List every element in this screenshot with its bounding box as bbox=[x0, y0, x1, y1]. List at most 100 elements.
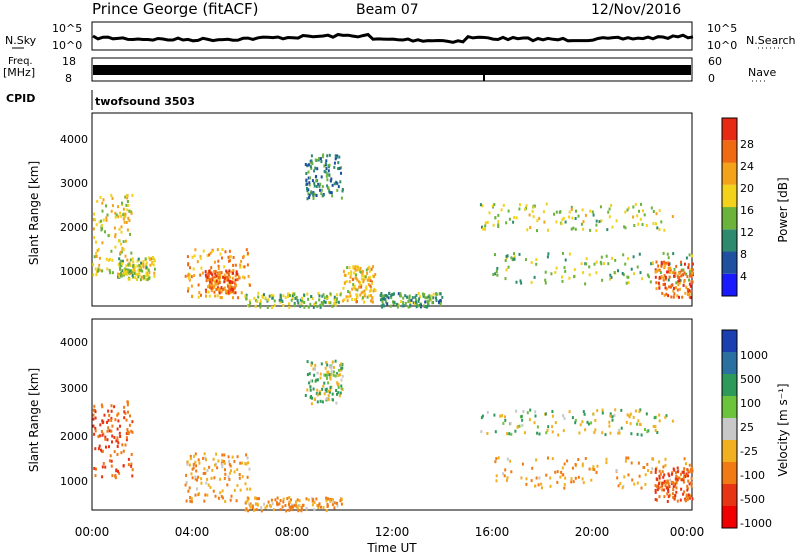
power-pixel bbox=[370, 267, 373, 271]
power-pixel bbox=[119, 211, 121, 215]
power-pixel bbox=[542, 210, 545, 214]
vel-pixel bbox=[103, 413, 106, 417]
power-data-layer bbox=[92, 153, 694, 309]
power-pixel bbox=[342, 299, 345, 303]
vel-pixel bbox=[324, 373, 327, 377]
power-pixel bbox=[654, 268, 657, 272]
nsearch-tick-high: 10^5 bbox=[707, 22, 737, 35]
power-pixel bbox=[352, 283, 355, 287]
power-pixel bbox=[593, 262, 596, 266]
power-pixel bbox=[227, 271, 229, 275]
power-pixel bbox=[213, 260, 216, 264]
vel-pixel bbox=[671, 492, 674, 496]
vel-pixel bbox=[636, 422, 638, 426]
power-pixel bbox=[599, 205, 602, 209]
xtick-12: 12:00 bbox=[375, 525, 410, 539]
vel-pixel bbox=[247, 497, 250, 501]
vel-pixel bbox=[107, 409, 110, 413]
power-pixel bbox=[120, 274, 123, 278]
power-pixel bbox=[641, 277, 643, 281]
vel-pixel bbox=[332, 498, 334, 502]
power-pixel bbox=[320, 175, 323, 179]
vel-pixel bbox=[228, 459, 231, 463]
vel-pixel bbox=[314, 367, 316, 371]
power-pixel bbox=[529, 226, 532, 229]
power-cbar-frame bbox=[721, 117, 738, 297]
power-pixel bbox=[636, 214, 639, 218]
vel-pixel bbox=[594, 428, 597, 432]
vel-pixel bbox=[686, 484, 689, 488]
vel-pixel bbox=[332, 398, 334, 402]
vel-pixel bbox=[653, 416, 656, 420]
power-pixel bbox=[666, 252, 669, 256]
power-pixel bbox=[562, 216, 565, 220]
power-pixel bbox=[374, 273, 377, 276]
power-pixel bbox=[319, 157, 322, 161]
power-pixel bbox=[323, 169, 326, 173]
vel-pixel bbox=[502, 421, 505, 425]
power-pixel bbox=[211, 249, 214, 253]
power-pixel bbox=[187, 289, 189, 293]
power-pixel bbox=[326, 154, 329, 158]
power-pixel bbox=[365, 268, 368, 272]
power-pixel bbox=[267, 298, 270, 302]
power-pixel bbox=[321, 185, 324, 189]
nsky-panel bbox=[91, 21, 693, 51]
power-pixel bbox=[205, 294, 207, 298]
power-pixel bbox=[355, 265, 358, 269]
vel-pixel bbox=[325, 361, 328, 364]
vel-pixel bbox=[228, 471, 231, 475]
power-pixel bbox=[670, 295, 673, 299]
power-pixel bbox=[337, 300, 340, 304]
power-pixel bbox=[242, 254, 245, 258]
power-pixel bbox=[655, 260, 658, 264]
vel-pixel bbox=[617, 431, 620, 435]
vel-pixel bbox=[204, 471, 207, 475]
vel-pixel bbox=[691, 497, 694, 501]
vel-pixel bbox=[316, 393, 319, 397]
power-pixel bbox=[393, 292, 395, 296]
vel-pixel bbox=[658, 460, 661, 464]
power-pixel bbox=[199, 255, 202, 259]
power-pixel bbox=[231, 281, 234, 285]
vel-pixel bbox=[116, 436, 119, 440]
vel-pixel bbox=[686, 497, 689, 501]
power-pixel bbox=[140, 275, 143, 279]
power-pixel bbox=[536, 219, 539, 223]
power-pixel bbox=[525, 258, 527, 262]
power-pixel bbox=[126, 228, 129, 232]
velocity-cbar-step bbox=[722, 352, 737, 374]
vel-pixel bbox=[194, 477, 197, 481]
vel-pixel bbox=[335, 374, 338, 378]
vel-pixel bbox=[321, 387, 324, 391]
power-pixel bbox=[403, 304, 406, 308]
vel-pixel bbox=[582, 410, 585, 414]
power-pixel bbox=[488, 211, 491, 215]
power-pixel bbox=[342, 286, 345, 290]
vel-pixel bbox=[503, 474, 506, 478]
power-cbar-step bbox=[722, 273, 737, 297]
vel-pixel bbox=[684, 475, 687, 478]
power-pixel bbox=[370, 288, 372, 292]
vel-pixel bbox=[570, 480, 573, 484]
power-pixel bbox=[348, 280, 351, 284]
vel-pixel bbox=[195, 469, 198, 473]
vel-pixel bbox=[200, 477, 203, 481]
vel-pixel bbox=[111, 424, 114, 428]
vel-pixel bbox=[562, 473, 565, 477]
power-pixel bbox=[314, 301, 317, 305]
vel-pixel bbox=[278, 502, 281, 506]
power-pixel bbox=[680, 263, 683, 266]
power-pixel bbox=[106, 267, 109, 271]
vel-pixel bbox=[680, 472, 682, 476]
power-pixel bbox=[310, 191, 313, 195]
power-pixel bbox=[353, 271, 356, 275]
vel-pixel bbox=[658, 413, 661, 417]
power-pixel bbox=[507, 209, 510, 213]
vel-pixel bbox=[317, 504, 320, 508]
vel-pixel bbox=[288, 502, 290, 506]
vel-pixel bbox=[336, 504, 339, 508]
power-pixel bbox=[217, 276, 220, 279]
vel-pixel bbox=[195, 487, 198, 491]
power-pixel bbox=[603, 262, 605, 265]
